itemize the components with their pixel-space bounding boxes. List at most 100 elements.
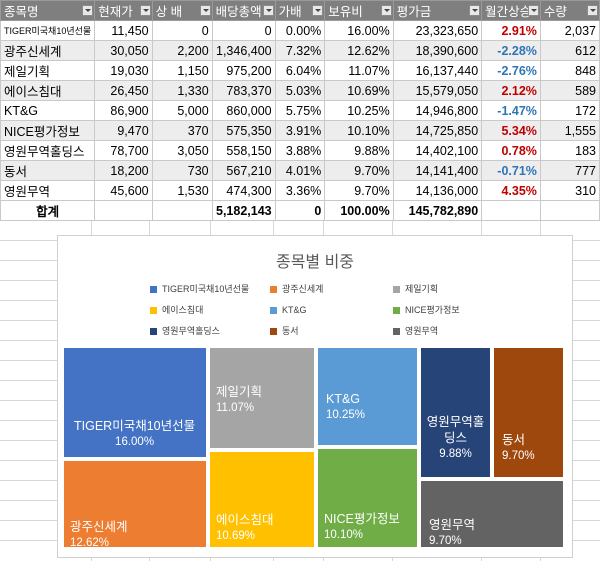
cell-value[interactable]: 14,946,800 — [392, 100, 483, 121]
cell-value[interactable]: 18,390,600 — [392, 40, 483, 61]
column-header-name[interactable]: 종목명 — [0, 0, 96, 21]
cell-quantity[interactable]: 612 — [539, 40, 600, 61]
cell-name[interactable]: TIGER미국채10년선물 — [0, 20, 96, 41]
cell-dividend[interactable]: 1,530 — [151, 180, 213, 201]
cell-price[interactable]: 18,200 — [94, 160, 153, 181]
cell-quantity[interactable]: 310 — [539, 180, 600, 201]
total-yield-cell[interactable]: 0 — [274, 200, 326, 221]
cell-dividend-total[interactable]: 975,200 — [211, 60, 276, 81]
cell-weight[interactable]: 16.00% — [324, 20, 394, 41]
cell-monthly-change[interactable]: 4.35% — [481, 180, 541, 201]
cell-weight[interactable]: 11.07% — [324, 60, 394, 81]
cell-price[interactable]: 86,900 — [94, 100, 153, 121]
legend-item[interactable]: KT&G — [270, 305, 307, 315]
cell-dividend-total[interactable]: 474,300 — [211, 180, 276, 201]
cell-dividend[interactable]: 0 — [151, 20, 213, 41]
cell-dividend[interactable]: 3,050 — [151, 140, 213, 161]
cell-name[interactable]: 에이스침대 — [0, 80, 96, 101]
cell-value[interactable]: 14,141,400 — [392, 160, 483, 181]
filter-dropdown-icon[interactable] — [527, 5, 539, 16]
filter-dropdown-icon[interactable] — [82, 5, 94, 16]
treemap-tile[interactable]: 동서 9.70% — [492, 346, 565, 479]
cell-monthly-change[interactable]: 0.78% — [481, 140, 541, 161]
treemap-tile[interactable]: 에이스침대 10.69% — [208, 450, 316, 549]
treemap-tile[interactable]: 영원무역 9.70% — [419, 479, 565, 549]
cell-dividend-total[interactable]: 558,150 — [211, 140, 276, 161]
cell-yield[interactable]: 3.36% — [274, 180, 326, 201]
column-header-dividend-total[interactable]: 배당총액 — [211, 0, 276, 21]
cell-price[interactable]: 19,030 — [94, 60, 153, 81]
legend-item[interactable]: 영원무역홀딩스 — [150, 326, 220, 336]
cell-quantity[interactable]: 183 — [539, 140, 600, 161]
cell-value[interactable]: 14,402,100 — [392, 140, 483, 161]
column-header-quantity[interactable]: 수량 — [539, 0, 600, 21]
cell-dividend[interactable]: 5,000 — [151, 100, 213, 121]
legend-item[interactable]: NICE평가정보 — [393, 305, 460, 315]
cell-yield[interactable]: 0.00% — [274, 20, 326, 41]
cell-dividend-total[interactable]: 575,350 — [211, 120, 276, 141]
cell-monthly-change[interactable]: 2.91% — [481, 20, 541, 41]
cell-weight[interactable]: 10.25% — [324, 100, 394, 121]
filter-dropdown-icon[interactable] — [312, 5, 324, 16]
filter-dropdown-icon[interactable] — [139, 5, 151, 16]
cell-monthly-change[interactable]: 2.12% — [481, 80, 541, 101]
cell-yield[interactable]: 3.88% — [274, 140, 326, 161]
cell-monthly-change[interactable]: -1.47% — [481, 100, 541, 121]
treemap-tile[interactable]: 광주신세계 12.62% — [62, 459, 208, 549]
cell-weight[interactable]: 9.70% — [324, 160, 394, 181]
cell-dividend[interactable]: 1,150 — [151, 60, 213, 81]
empty-cell[interactable] — [481, 200, 541, 221]
cell-quantity[interactable]: 848 — [539, 60, 600, 81]
filter-dropdown-icon[interactable] — [262, 5, 274, 16]
cell-dividend[interactable]: 1,330 — [151, 80, 213, 101]
cell-price[interactable]: 30,050 — [94, 40, 153, 61]
cell-weight[interactable]: 12.62% — [324, 40, 394, 61]
cell-monthly-change[interactable]: -2.76% — [481, 60, 541, 81]
cell-quantity[interactable]: 589 — [539, 80, 600, 101]
cell-value[interactable]: 14,725,850 — [392, 120, 483, 141]
total-label[interactable]: 합계 — [0, 200, 96, 221]
cell-monthly-change[interactable]: -0.71% — [481, 160, 541, 181]
empty-cell[interactable] — [151, 200, 213, 221]
cell-price[interactable]: 45,600 — [94, 180, 153, 201]
treemap-tile[interactable]: 영원무역홀딩스 9.88% — [419, 346, 492, 479]
cell-dividend-total[interactable]: 0 — [211, 20, 276, 41]
column-header-value[interactable]: 평가금 — [392, 0, 483, 21]
empty-cell[interactable] — [94, 200, 153, 221]
total-weight-cell[interactable]: 100.00% — [324, 200, 394, 221]
cell-quantity[interactable]: 1,555 — [539, 120, 600, 141]
cell-dividend-total[interactable]: 1,346,400 — [211, 40, 276, 61]
empty-cell[interactable] — [539, 200, 600, 221]
cell-weight[interactable]: 10.10% — [324, 120, 394, 141]
cell-yield[interactable]: 6.04% — [274, 60, 326, 81]
cell-yield[interactable]: 5.75% — [274, 100, 326, 121]
column-header-yield[interactable]: 가배 — [274, 0, 326, 21]
cell-name[interactable]: KT&G — [0, 100, 96, 121]
legend-item[interactable]: 광주신세계 — [270, 284, 323, 294]
cell-value[interactable]: 16,137,440 — [392, 60, 483, 81]
cell-name[interactable]: NICE평가정보 — [0, 120, 96, 141]
cell-monthly-change[interactable]: -2.28% — [481, 40, 541, 61]
cell-weight[interactable]: 9.70% — [324, 180, 394, 201]
total-dividend-cell[interactable]: 5,182,143 — [211, 200, 276, 221]
cell-yield[interactable]: 3.91% — [274, 120, 326, 141]
filter-dropdown-icon[interactable] — [199, 5, 211, 16]
holdings-table[interactable]: 종목명 현재가 상 배 배당총액 가배 보유비 평가금 월간상승 수량 TIGE… — [0, 0, 600, 221]
cell-quantity[interactable]: 172 — [539, 100, 600, 121]
cell-name[interactable]: 동서 — [0, 160, 96, 181]
treemap-tile[interactable]: KT&G 10.25% — [316, 346, 419, 447]
column-header-monthly-change[interactable]: 월간상승 — [481, 0, 541, 21]
cell-name[interactable]: 제일기획 — [0, 60, 96, 81]
column-header-price[interactable]: 현재가 — [94, 0, 153, 21]
cell-quantity[interactable]: 777 — [539, 160, 600, 181]
cell-dividend-total[interactable]: 567,210 — [211, 160, 276, 181]
cell-value[interactable]: 23,323,650 — [392, 20, 483, 41]
treemap-tile[interactable]: 제일기획 11.07% — [208, 346, 316, 450]
filter-dropdown-icon[interactable] — [587, 5, 598, 16]
cell-value[interactable]: 15,579,050 — [392, 80, 483, 101]
cell-yield[interactable]: 7.32% — [274, 40, 326, 61]
cell-quantity[interactable]: 2,037 — [539, 20, 600, 41]
cell-dividend[interactable]: 370 — [151, 120, 213, 141]
legend-item[interactable]: 에이스침대 — [150, 305, 203, 315]
